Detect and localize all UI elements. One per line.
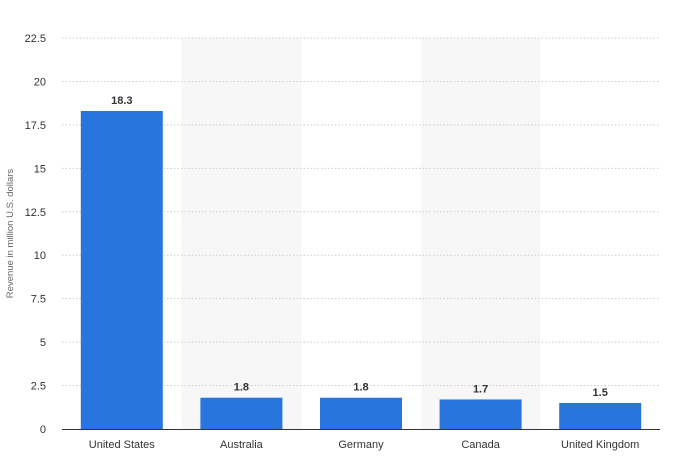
- x-axis-labels: United States Australia Germany Canada Unite…: [89, 439, 640, 451]
- y-tick-label: 22.5: [25, 33, 46, 45]
- x-category-label: Germany: [338, 439, 384, 451]
- bar[interactable]: [559, 402, 642, 429]
- data-label: 18.3: [111, 95, 132, 107]
- x-category-label: Australia: [220, 439, 264, 451]
- y-tick-label: 0: [40, 424, 46, 436]
- x-category-label: United Kingdom: [561, 439, 639, 451]
- category-band: [420, 38, 541, 429]
- y-tick-label: 15: [34, 163, 46, 175]
- y-tick-label: 17.5: [25, 120, 46, 132]
- y-tick-label: 20: [34, 76, 46, 88]
- x-category-label: United States: [89, 439, 156, 451]
- data-label: 1.8: [353, 382, 368, 394]
- x-category-label: Canada: [461, 439, 500, 451]
- y-tick-label: 5: [40, 337, 46, 349]
- data-label: 1.8: [234, 382, 249, 394]
- y-axis-title: Revenue in million U.S. dollars: [5, 169, 16, 299]
- y-tick-label: 12.5: [25, 207, 46, 219]
- y-tick-label: 2.5: [31, 381, 46, 393]
- data-label: 1.5: [593, 387, 608, 399]
- bar[interactable]: [80, 110, 163, 429]
- bar[interactable]: [439, 399, 522, 429]
- data-labels: 18.3 1.8 1.8 1.7 1.5: [111, 95, 608, 399]
- y-axis-ticks: 0 2.5 5 7.5 10 12.5 15 17.5 20 22.5: [25, 33, 46, 436]
- gridlines: [62, 37, 660, 387]
- bars: [80, 110, 642, 429]
- y-tick-label: 7.5: [31, 294, 46, 306]
- category-band: [181, 38, 302, 429]
- data-label: 1.7: [473, 383, 488, 395]
- y-tick-label: 10: [34, 250, 46, 262]
- bar[interactable]: [320, 397, 402, 429]
- alternating-bands: [181, 38, 541, 429]
- bar[interactable]: [200, 397, 283, 429]
